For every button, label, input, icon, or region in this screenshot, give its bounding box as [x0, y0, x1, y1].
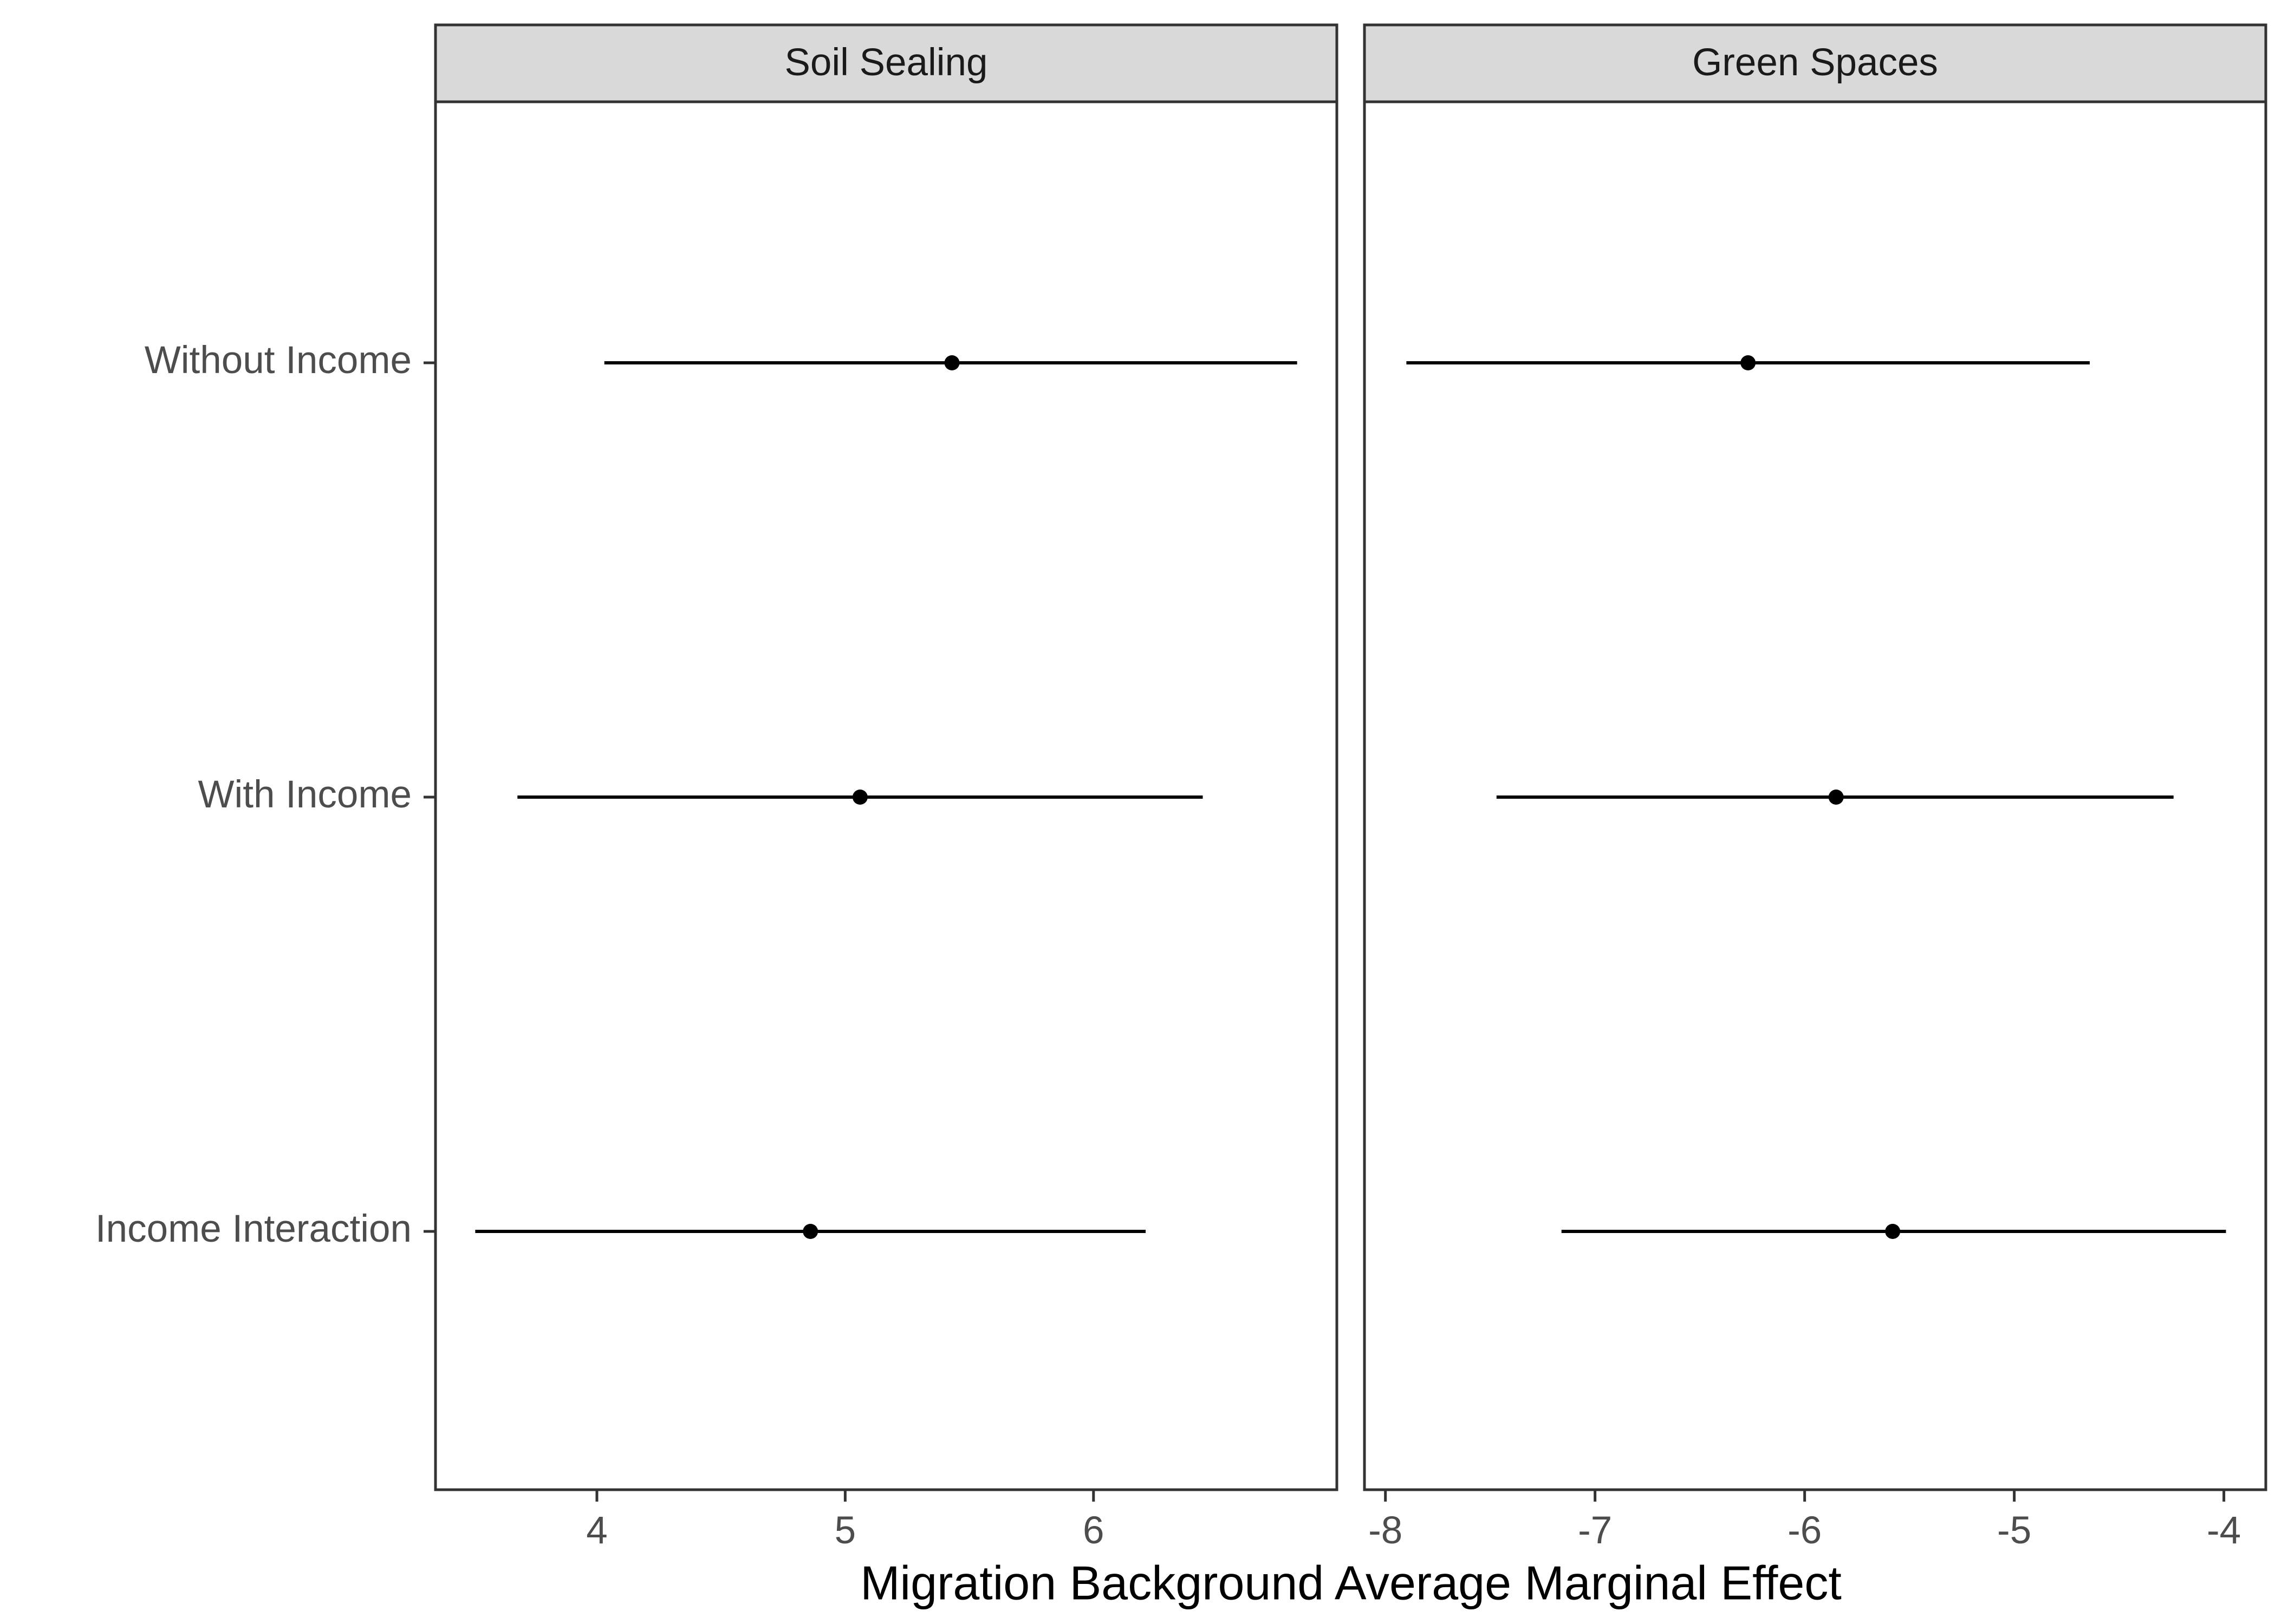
- strip-green-spaces: [1363, 23, 2267, 103]
- y-tick-marks: [424, 361, 435, 1233]
- x-tick-label-green-spaces-2: -6: [1787, 1509, 1822, 1552]
- y-tick-label-with-income: With Income: [198, 773, 412, 816]
- strip-title-soil-sealing: Soil Sealing: [785, 41, 988, 84]
- panel-green-spaces: Green Spaces -8 -7 -6 -5 -4: [1363, 23, 2267, 1552]
- x-ticks-green-spaces: -8 -7 -6 -5 -4: [1368, 1490, 2241, 1552]
- x-tick-label-green-spaces-4: -4: [2207, 1509, 2241, 1552]
- estimate-point-soil-sealing-income-interaction: [803, 1224, 818, 1239]
- y-tick-label-without-income: Without Income: [145, 339, 412, 382]
- x-tick-label-soil-sealing-0: 4: [586, 1509, 608, 1552]
- panel-soil-sealing: Soil Sealing 4 5 6: [434, 23, 1338, 1552]
- estimates-green-spaces: [1406, 355, 2226, 1239]
- x-tick-label-green-spaces-3: -5: [1997, 1509, 2031, 1552]
- x-axis-title: Migration Background Average Marginal Ef…: [860, 1556, 1842, 1609]
- estimate-point-green-spaces-with-income: [1828, 790, 1844, 805]
- y-axis: Without Income With Income Income Intera…: [95, 339, 412, 1250]
- strip-title-green-spaces: Green Spaces: [1692, 41, 1938, 84]
- x-tick-label-soil-sealing-1: 5: [835, 1509, 856, 1552]
- x-ticks-soil-sealing: 4 5 6: [586, 1490, 1104, 1552]
- strip-soil-sealing: [434, 23, 1338, 103]
- estimate-point-green-spaces-without-income: [1740, 355, 1756, 370]
- x-tick-label-soil-sealing-2: 6: [1083, 1509, 1104, 1552]
- x-tick-label-green-spaces-0: -8: [1368, 1509, 1402, 1552]
- estimate-point-soil-sealing-without-income: [944, 355, 960, 370]
- x-tick-label-green-spaces-1: -7: [1578, 1509, 1612, 1552]
- y-tick-label-income-interaction: Income Interaction: [95, 1208, 412, 1250]
- estimates-soil-sealing: [475, 355, 1297, 1239]
- estimate-point-soil-sealing-with-income: [852, 790, 868, 805]
- estimate-point-green-spaces-income-interaction: [1885, 1224, 1901, 1239]
